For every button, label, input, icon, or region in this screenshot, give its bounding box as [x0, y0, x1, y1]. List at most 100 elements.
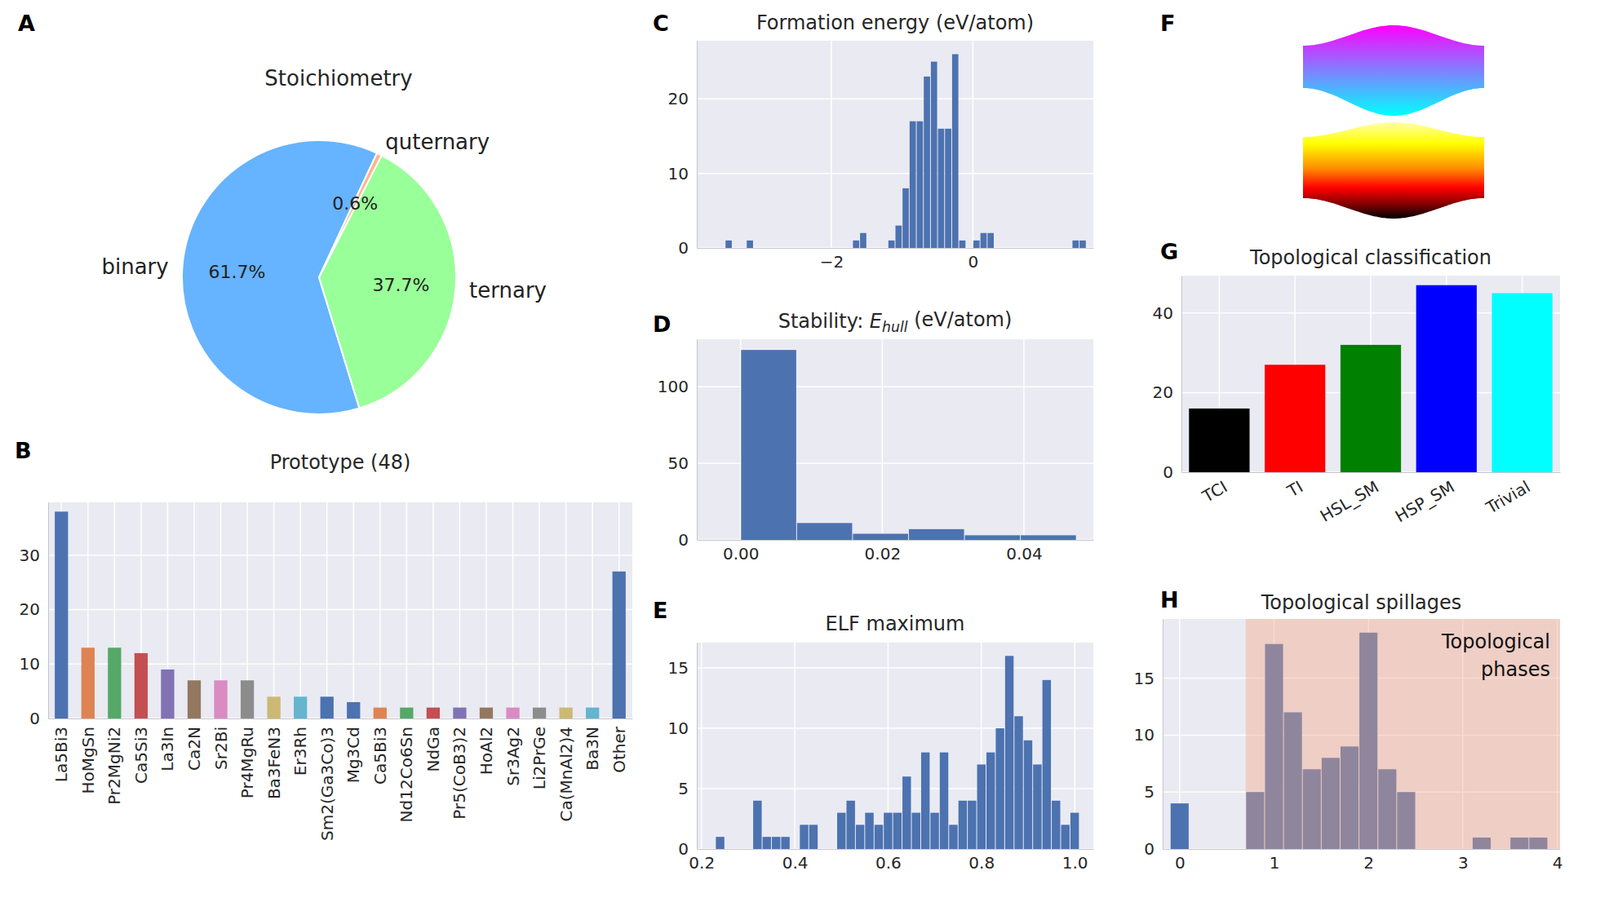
title-part: E	[869, 310, 883, 333]
tick: Ca2N	[184, 718, 204, 772]
tick-label: −2	[819, 252, 844, 272]
x-grid	[740, 339, 1024, 541]
histogram-bar	[1050, 248, 1058, 249]
tick: 4	[1552, 849, 1564, 874]
tick: Trivial	[1481, 472, 1534, 519]
tick: −2	[819, 248, 844, 272]
tick-label: 1	[1269, 853, 1281, 874]
title-part: (eV/atom)	[908, 308, 1013, 332]
histogram-bar	[799, 824, 808, 850]
tick-label: 20	[1152, 382, 1174, 403]
tick: 10	[19, 654, 49, 674]
bar	[1340, 345, 1401, 473]
grid-line	[512, 502, 515, 719]
grid-line	[48, 609, 633, 612]
histogram-bar	[1079, 240, 1086, 249]
tick: 0	[29, 709, 49, 729]
pie-slice	[319, 155, 457, 409]
tick-label: 0	[1174, 853, 1186, 874]
bars	[1170, 619, 1561, 850]
bar	[1188, 408, 1250, 473]
histogram-bar	[846, 248, 853, 249]
histogram-bar	[744, 849, 753, 851]
tick-label: 0	[968, 252, 980, 272]
grid-line	[353, 502, 355, 719]
tick-label: TI	[1283, 477, 1308, 502]
tick: 1	[1269, 849, 1281, 874]
histogram-bar	[824, 248, 832, 249]
slice-label: binary	[101, 254, 169, 280]
slice-label: quternary	[385, 129, 490, 155]
histogram-bar	[810, 248, 817, 249]
histogram-bar	[958, 801, 967, 850]
tick: 15	[1134, 668, 1163, 688]
bar	[399, 708, 413, 719]
tick: Pr4MgRu	[237, 718, 258, 799]
bars	[715, 655, 1079, 850]
bar	[426, 708, 440, 719]
histogram-bar	[874, 824, 883, 850]
bar	[505, 708, 519, 719]
x-grid	[1218, 275, 1522, 473]
tick-label: 30	[19, 545, 40, 566]
tick: 40	[1152, 303, 1182, 324]
panel: 0501000.000.020.04	[657, 339, 1095, 564]
tick: 0	[968, 248, 980, 272]
data-label: 61.7%	[208, 261, 266, 283]
grid-line	[696, 727, 1094, 730]
histogram-bar	[817, 248, 825, 249]
histogram-bar	[732, 248, 740, 249]
tick: Ca5Bi3	[370, 718, 391, 785]
x-axis: La5Bi3HoMgSnPr2MgNi2Ca5Si3La3InCa2NSr2Bi…	[48, 718, 634, 842]
tick-label: TCI	[1198, 477, 1232, 508]
panel-letter: B	[14, 438, 32, 464]
tick: 2	[1363, 849, 1374, 874]
chart-title: Formation energy (eV/atom)	[756, 11, 1034, 35]
panel: 0510150.20.40.60.81.0	[668, 642, 1095, 874]
histogram-bar	[864, 813, 874, 850]
data-label: 0.6%	[332, 193, 378, 214]
tick: 0.02	[864, 540, 902, 564]
tick: Other	[609, 718, 630, 774]
tick-label: Pr2MgNi2	[104, 726, 125, 806]
tick: Li2PrGe	[529, 718, 550, 790]
chart-title: Stability: Ehull (eV/atom)	[778, 308, 1013, 336]
tick-label: 10	[19, 654, 40, 674]
grid-line	[793, 642, 796, 850]
tick: HSP_SM	[1391, 472, 1459, 527]
panel-letter: A	[17, 10, 36, 36]
tick: 30	[19, 545, 49, 566]
tick-label: Ca2N	[184, 726, 204, 772]
histogram-bar	[902, 776, 911, 850]
conduction-band	[1303, 25, 1485, 116]
histogram-bar	[797, 522, 853, 541]
tick-label: 0	[678, 530, 689, 550]
histogram-bar	[1208, 849, 1227, 851]
panel-letter: G	[1160, 239, 1179, 265]
histogram-bar	[852, 533, 909, 541]
plot-background	[696, 339, 1094, 541]
tick: HoMgSn	[78, 718, 98, 795]
histogram-bar	[725, 240, 732, 249]
bar	[107, 647, 121, 719]
histogram-bar	[1058, 248, 1065, 249]
tick-label: HoMgSn	[78, 726, 98, 795]
histogram-bar	[938, 128, 945, 249]
plot-background	[1162, 619, 1561, 850]
tick: Pr5(CoB3)2	[449, 718, 470, 820]
tick: NdGa	[423, 718, 444, 772]
tick-label: Nd12Co6Sn	[396, 726, 417, 823]
axis-line	[696, 41, 698, 249]
tick-label: Ca5Si3	[131, 726, 151, 785]
y-grid	[48, 555, 633, 719]
y-grid	[696, 668, 1094, 850]
grid-line	[1023, 339, 1025, 541]
grid-line	[565, 502, 568, 719]
chart-title: Topological classification	[1249, 246, 1492, 270]
histogram-bar	[809, 824, 818, 850]
tick-label: 0.02	[864, 544, 902, 564]
tick-label: 0.00	[722, 544, 760, 564]
tick: 1.0	[1062, 849, 1089, 874]
histogram-bar	[952, 53, 959, 249]
tick-label: Ca5Bi3	[370, 726, 391, 785]
